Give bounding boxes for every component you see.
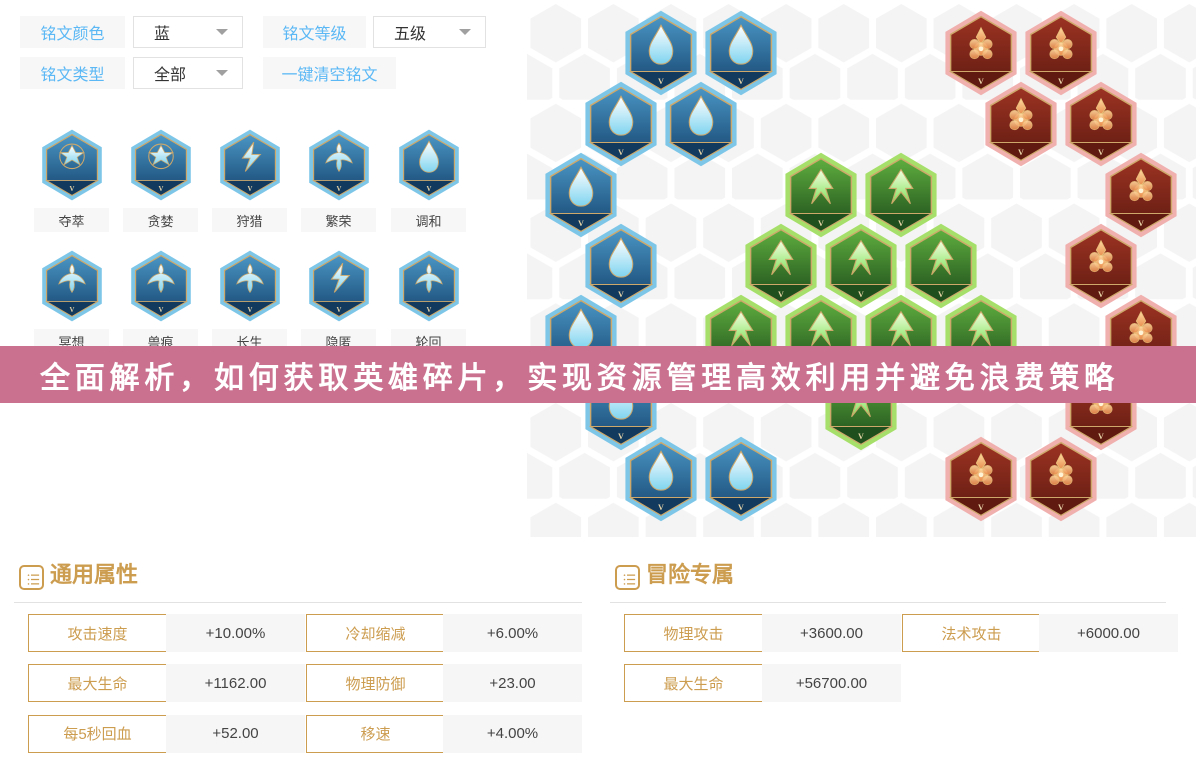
svg-text:V: V: [426, 307, 431, 314]
svg-text:V: V: [158, 307, 163, 314]
svg-text:V: V: [336, 307, 341, 314]
svg-text:V: V: [336, 186, 341, 193]
svg-text:V: V: [247, 307, 252, 314]
svg-text:V: V: [426, 186, 431, 193]
svg-text:V: V: [738, 503, 744, 512]
svg-text:V: V: [247, 186, 252, 193]
svg-text:V: V: [69, 186, 74, 193]
svg-text:V: V: [158, 186, 163, 193]
svg-text:V: V: [658, 503, 664, 512]
svg-text:V: V: [1018, 148, 1024, 157]
svg-text:V: V: [978, 503, 984, 512]
svg-text:V: V: [1058, 503, 1064, 512]
svg-text:V: V: [858, 432, 864, 441]
svg-text:V: V: [69, 307, 74, 314]
svg-text:V: V: [698, 148, 704, 157]
